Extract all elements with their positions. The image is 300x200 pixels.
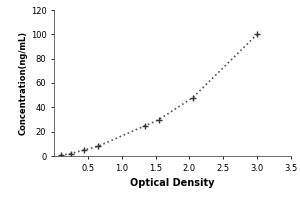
- Y-axis label: Concentration(ng/mL): Concentration(ng/mL): [19, 31, 28, 135]
- X-axis label: Optical Density: Optical Density: [130, 178, 215, 188]
